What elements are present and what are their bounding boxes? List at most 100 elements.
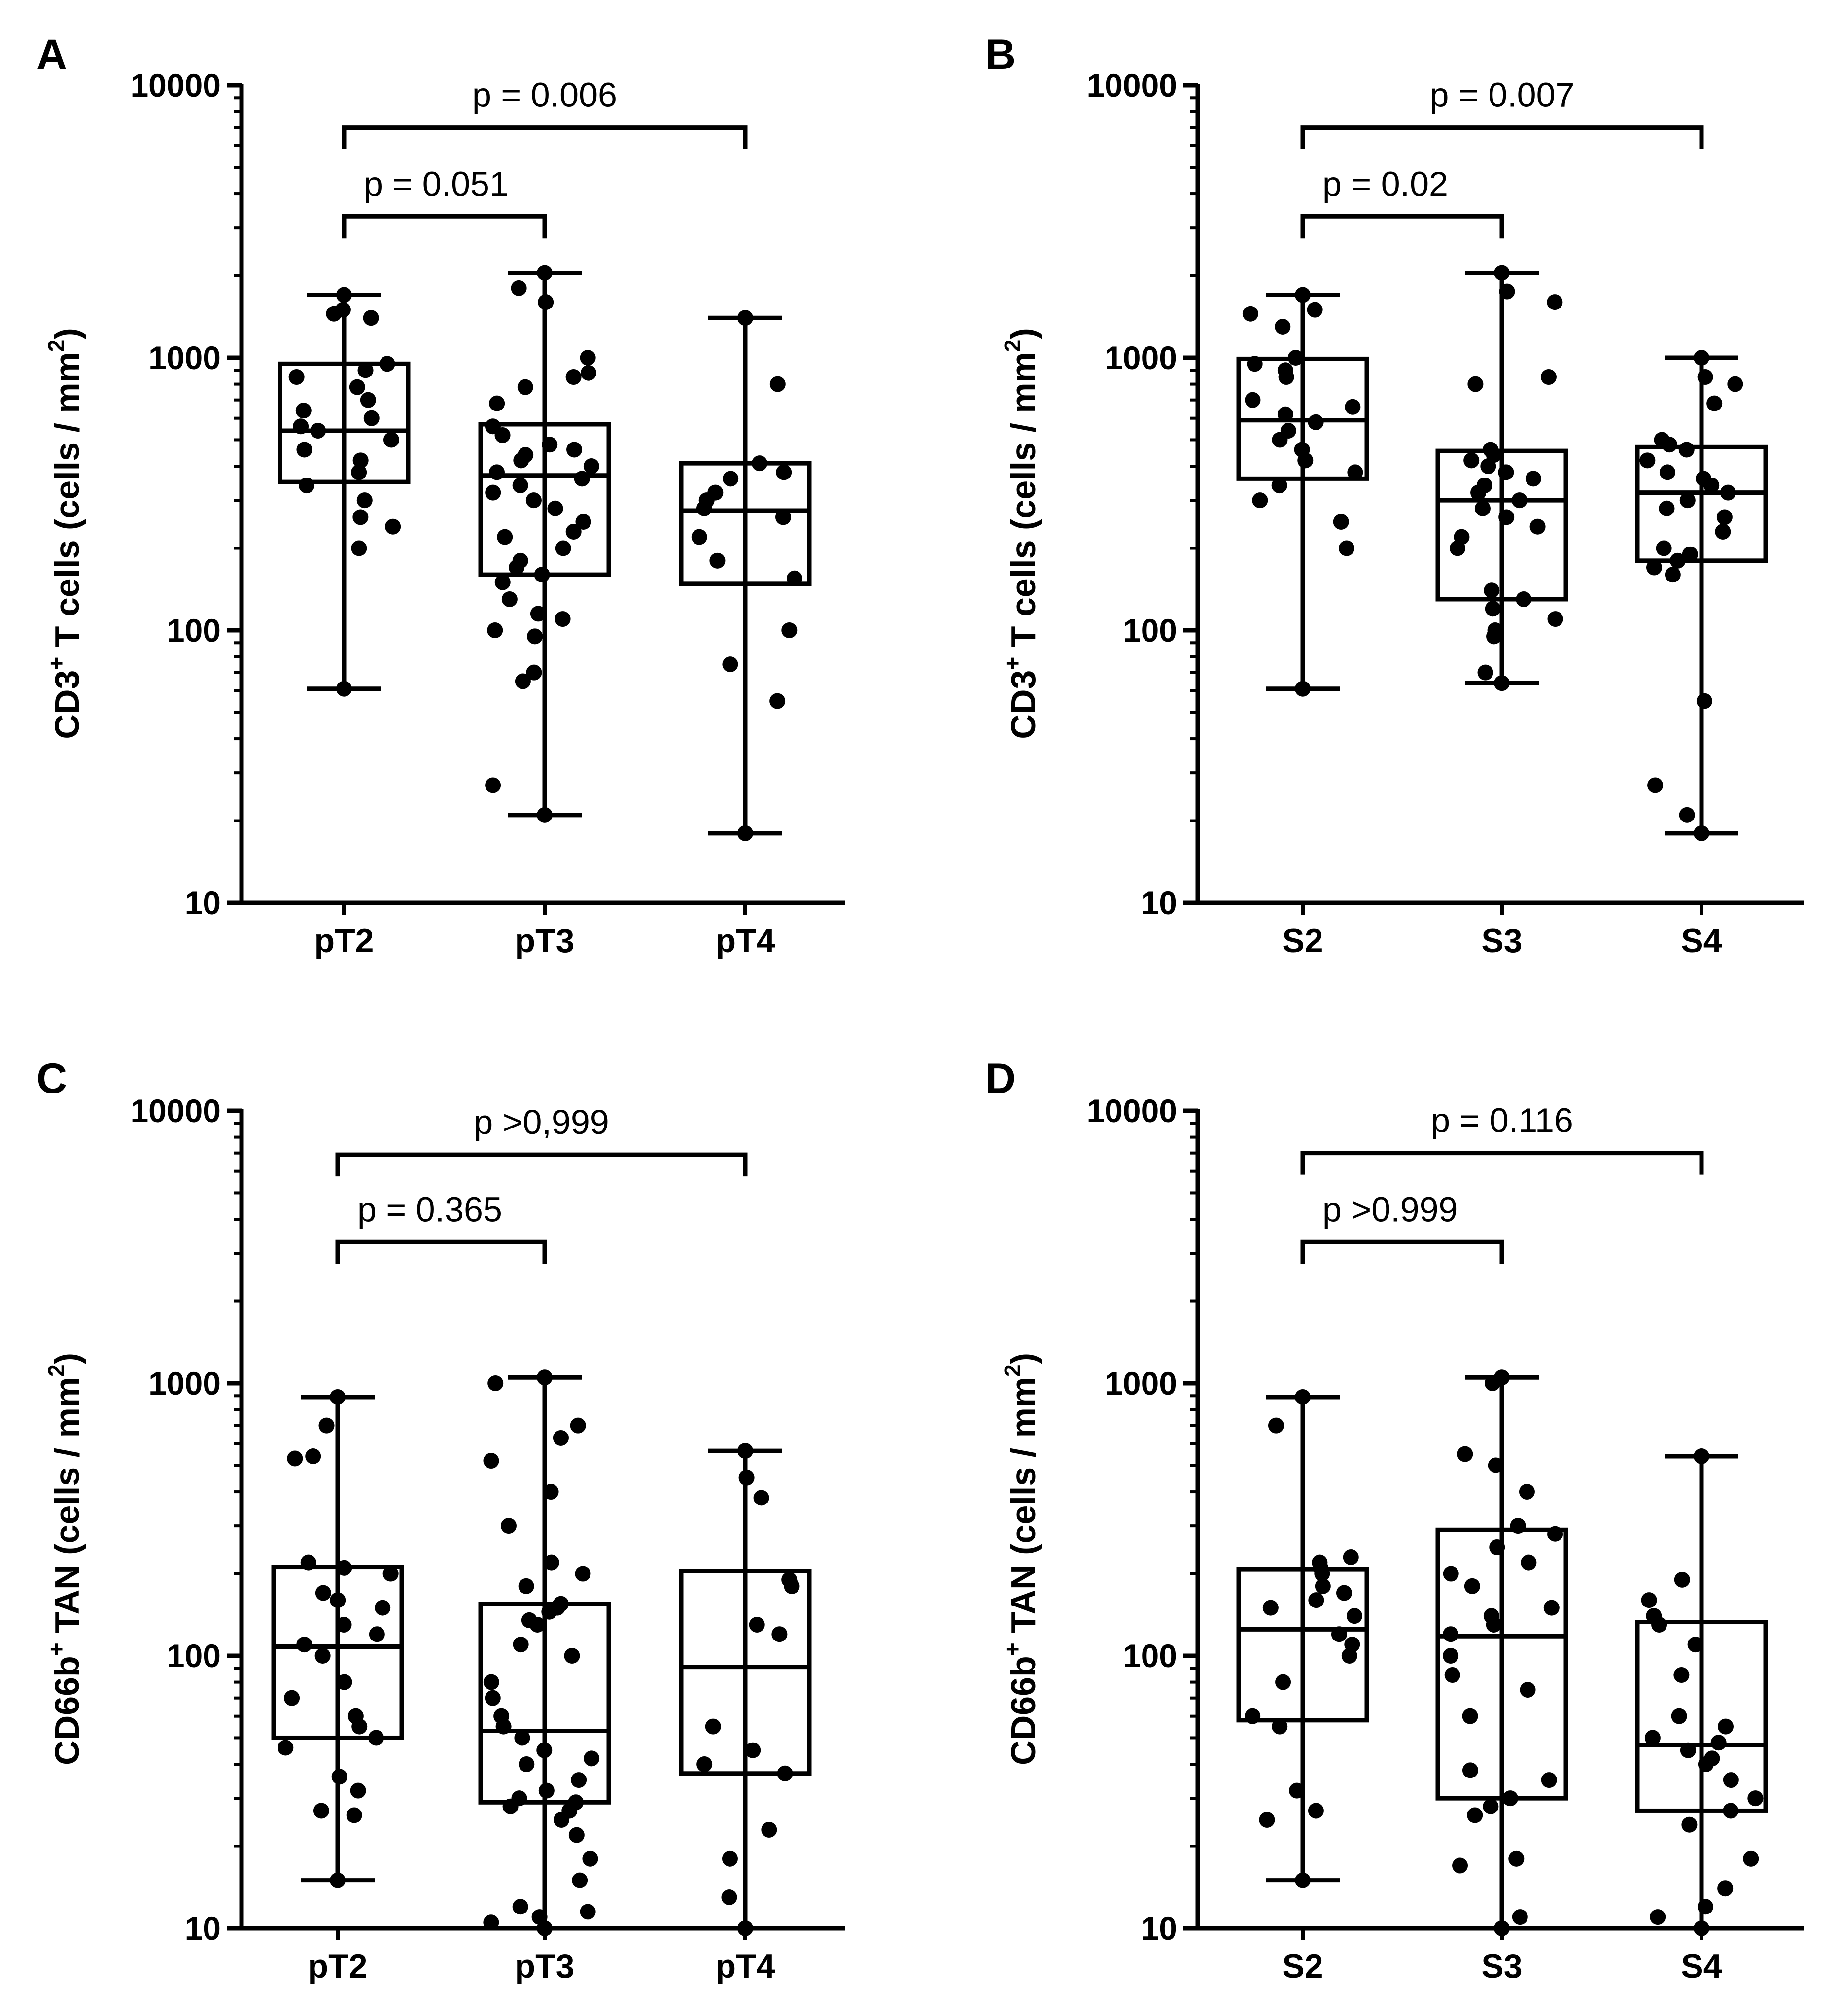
x-category-label: pT3 — [515, 1948, 575, 1985]
data-point — [1295, 681, 1311, 697]
data-point — [331, 1769, 347, 1785]
data-point — [1454, 529, 1470, 545]
data-point — [580, 365, 596, 381]
x-category-label: pT4 — [716, 922, 775, 959]
data-point — [1463, 452, 1480, 469]
data-point — [350, 1782, 366, 1799]
data-point — [1488, 1457, 1504, 1473]
box-iqr — [679, 1569, 812, 1776]
data-point — [580, 350, 596, 366]
data-point — [1499, 283, 1515, 300]
p-value-label: p = 0.02 — [1322, 165, 1448, 203]
data-point — [1710, 1735, 1727, 1751]
data-point — [351, 540, 367, 556]
y-axis-title-sup2: 2 — [1000, 1364, 1025, 1377]
data-point — [580, 1904, 596, 1920]
box-iqr — [1635, 444, 1768, 563]
data-point — [543, 1484, 559, 1500]
data-point — [1443, 1566, 1459, 1582]
data-point — [566, 442, 583, 458]
data-point — [330, 1592, 346, 1608]
box-iqr — [1236, 1567, 1369, 1723]
data-point — [315, 1585, 331, 1601]
y-axis-title: CD3+ T cells (cells / mm2) — [43, 328, 86, 739]
y-axis-title-post: ) — [1004, 328, 1042, 339]
data-point — [278, 1740, 294, 1756]
data-point — [356, 492, 373, 509]
data-point — [538, 294, 554, 310]
data-point — [1706, 395, 1723, 411]
data-point — [1476, 478, 1492, 494]
p-value-label: p = 0.007 — [1430, 76, 1575, 114]
box-group-pt4: pT4 — [679, 1443, 812, 1985]
x-category-label: S3 — [1481, 1948, 1522, 1985]
data-point — [1452, 1857, 1468, 1874]
data-point — [1644, 1730, 1661, 1746]
data-point — [517, 379, 533, 395]
data-point — [769, 376, 786, 392]
data-point — [1547, 294, 1563, 310]
data-point — [1674, 1572, 1690, 1588]
data-point — [781, 622, 798, 638]
data-point — [1520, 1682, 1536, 1698]
data-point — [349, 379, 365, 395]
data-point — [1646, 1608, 1662, 1624]
data-point — [1307, 302, 1323, 318]
x-category-label: S4 — [1681, 922, 1722, 959]
data-point — [519, 1756, 535, 1773]
data-point — [483, 1914, 499, 1931]
y-axis-title-sup2: 2 — [43, 1364, 69, 1377]
y-tick-label: 100 — [1123, 612, 1177, 649]
bracket-line — [342, 214, 547, 239]
data-point — [501, 591, 518, 607]
data-point — [1483, 1608, 1499, 1624]
y-axis-title-mid: TAN (cells / mm — [1004, 1377, 1042, 1642]
data-point — [553, 1596, 569, 1612]
p-value-label: p = 0.116 — [1431, 1101, 1573, 1140]
p-value-label: p = 0.365 — [357, 1190, 502, 1229]
data-point — [1665, 567, 1681, 583]
data-point — [1294, 442, 1310, 458]
significance-bracket: p = 0.007 — [1300, 76, 1704, 149]
data-point — [383, 432, 399, 448]
data-point — [512, 1899, 528, 1915]
data-point — [357, 362, 374, 378]
data-point — [1464, 1578, 1480, 1594]
data-point — [336, 287, 352, 303]
data-point — [691, 529, 707, 545]
data-point — [537, 807, 553, 823]
data-point — [1723, 1803, 1739, 1819]
data-point — [369, 1626, 385, 1642]
data-point — [1295, 1389, 1311, 1405]
data-point — [351, 464, 367, 480]
data-point — [1245, 392, 1261, 408]
data-point — [511, 280, 527, 296]
panel-letter: C — [36, 1055, 67, 1102]
panel-letter: B — [985, 31, 1016, 78]
y-axis-title-sup: + — [43, 1642, 69, 1656]
data-point — [1511, 492, 1527, 509]
data-point — [721, 1889, 737, 1905]
data-point — [1308, 1803, 1324, 1819]
data-point — [1543, 1600, 1560, 1616]
data-point — [1457, 1446, 1473, 1462]
data-point — [737, 1920, 753, 1936]
data-point — [555, 540, 571, 556]
data-point — [571, 1772, 587, 1788]
data-point — [1696, 471, 1712, 487]
data-point — [382, 1566, 399, 1582]
data-point — [313, 1803, 329, 1819]
data-point — [751, 455, 767, 472]
data-point — [1716, 509, 1733, 525]
data-point — [1694, 1448, 1709, 1464]
data-point — [1516, 591, 1532, 607]
data-point — [1541, 1772, 1557, 1788]
box-iqr — [278, 361, 411, 484]
data-point — [1289, 1782, 1305, 1799]
panel-c: C 10 100 1000 10000 CD66b+ TAN (cells / mm2) p… — [36, 1055, 845, 1985]
data-point — [1654, 432, 1670, 448]
data-point — [584, 1750, 600, 1767]
data-point — [347, 1708, 364, 1724]
significance-bracket: p >0,999 — [335, 1103, 748, 1177]
panel-a: A 10 100 1000 10000 CD3+ T cells (cells / mm2… — [36, 31, 845, 959]
